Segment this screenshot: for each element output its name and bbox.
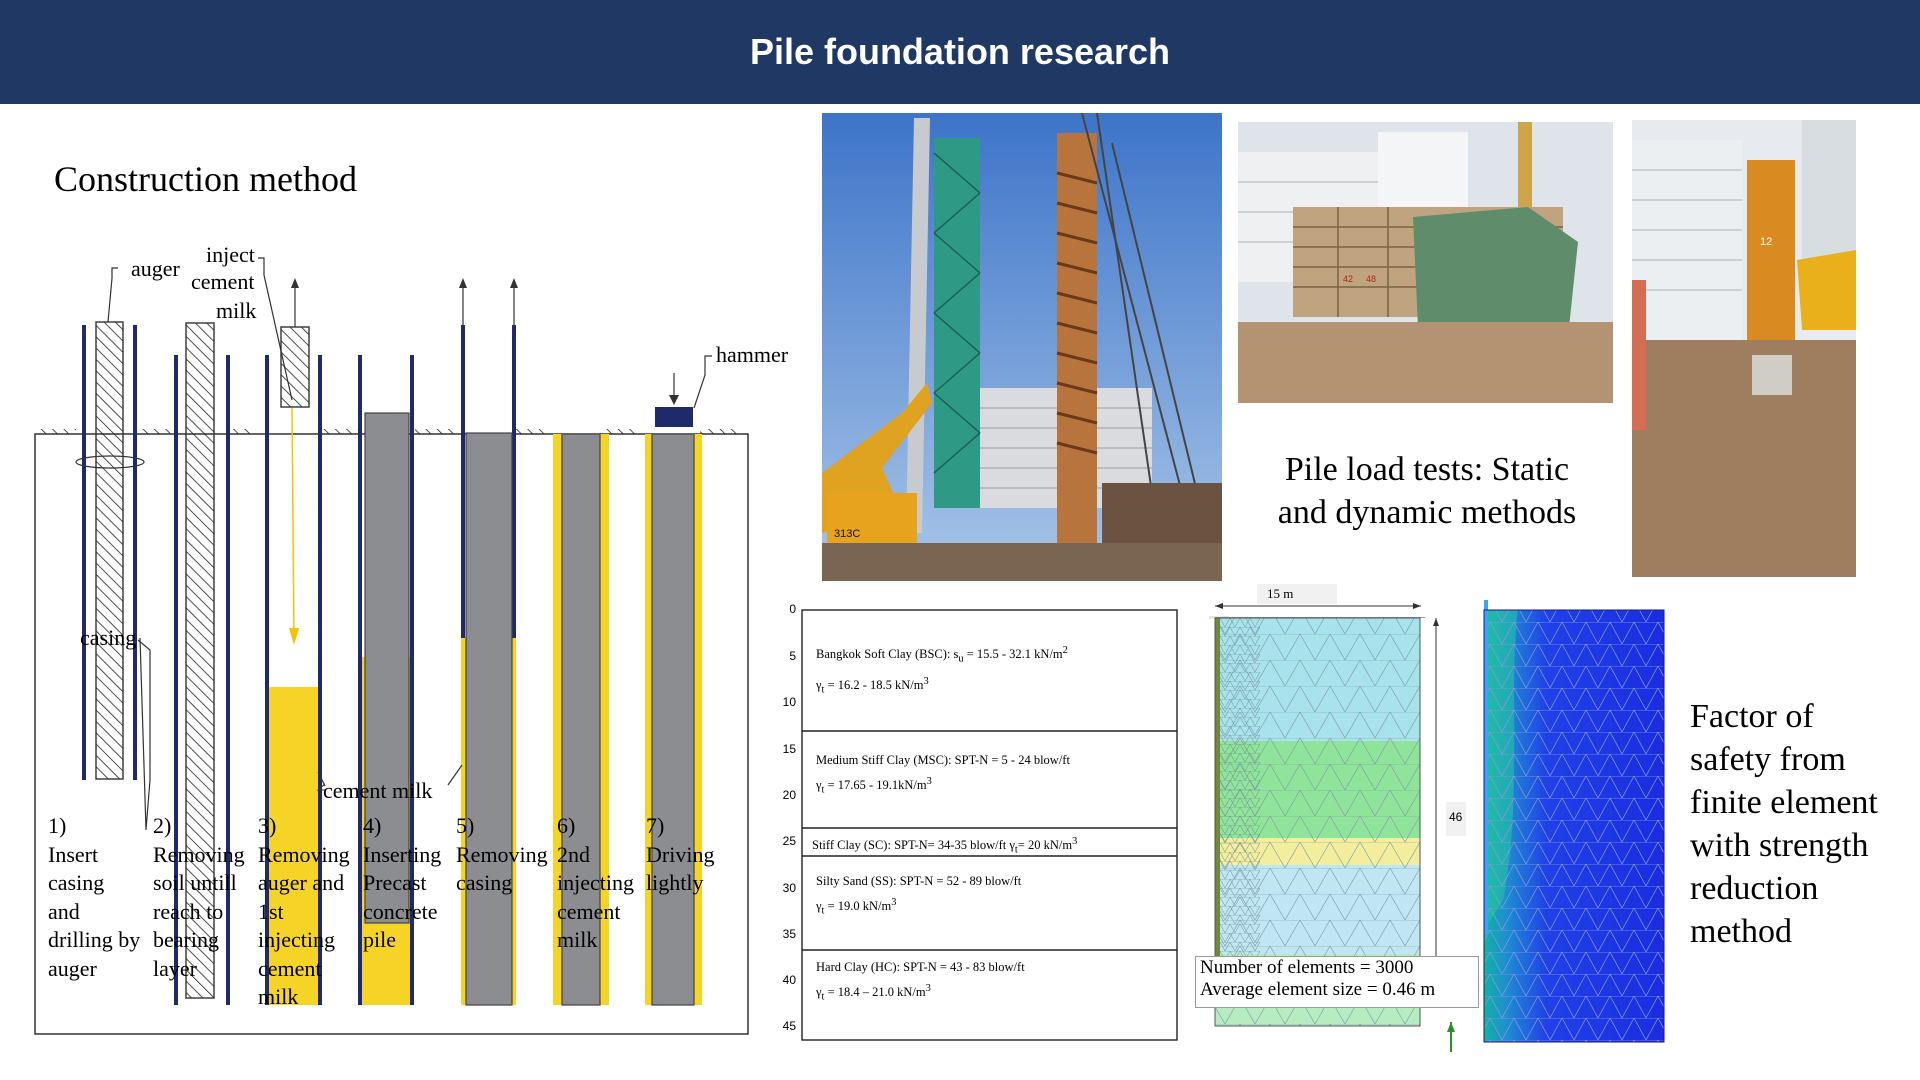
step-6-text: 6) 2nd injecting cement milk <box>557 813 634 952</box>
dynamic-load-test-photo: 12 <box>1632 120 1856 577</box>
casing-label: casing <box>80 625 137 650</box>
title-banner: Pile foundation research <box>0 0 1920 104</box>
fe-mesh-model: 15 m 46 Number of elements = 3000 Averag… <box>1195 582 1480 1052</box>
layer-msc-text: Medium Stiff Clay (MSC): SPT-N = 5 - 24 … <box>816 753 1070 796</box>
excavator-model-text: 313C <box>834 528 860 540</box>
factor-of-safety-caption: Factor of safety from finite element wit… <box>1690 698 1878 950</box>
inject-label-2: cement <box>191 269 255 294</box>
load-test-caption: Pile load tests: Static and dynamic meth… <box>1277 451 1577 531</box>
page-title: Pile foundation research <box>749 31 1171 72</box>
step1-graphic <box>75 267 151 831</box>
layer-hc-text: Hard Clay (HC): SPT-N = 43 - 83 blow/ft … <box>816 960 1025 1003</box>
step-4-text: 4) Inserting Precast concrete pile <box>363 813 442 952</box>
mesh-height-label: 46 <box>1449 810 1463 824</box>
step-2-text: 2) Removing soil untill reach to bearing laye… <box>153 813 245 981</box>
soil-profile: 0 5 10 15 20 25 30 35 40 45 Bangkok Soft… <box>770 598 1190 1044</box>
construction-diagram <box>34 257 749 1035</box>
step-1-text: 1) Insert casing and drilling by auger <box>48 813 141 981</box>
step7-graphic <box>645 355 712 1006</box>
step-7-text: 7) Driving lightly <box>646 813 715 895</box>
step4-graphic <box>316 355 414 1005</box>
strength-reduction-contour <box>1478 600 1670 1045</box>
mesh-size-text: Average element size = 0.46 m <box>1200 979 1436 1000</box>
layer-sc-text: Stiff Clay (SC): SPT-N= 34-35 blow/ft γt… <box>812 836 1078 856</box>
ground-hatch-marks <box>40 429 740 434</box>
step-3-text: 3) Removing auger and 1st injecting cement mil… <box>258 813 350 1009</box>
layer-ss-text: Silty Sand (SS): SPT-N = 52 - 89 blow/ft… <box>816 874 1022 917</box>
hammer-label: hammer <box>716 342 789 367</box>
leader-number-text: 12 <box>1760 236 1772 248</box>
step5-graphic <box>447 278 518 1006</box>
auger-label: auger <box>131 256 180 281</box>
step-5-text: 5) Removing casing <box>456 813 548 895</box>
load-block-number-2: 48 <box>1366 274 1376 284</box>
cement-milk-label: cement milk <box>323 778 433 803</box>
load-block-number-1: 42 <box>1343 274 1353 284</box>
inject-label-3: milk <box>216 298 257 323</box>
layer-bsc-text: Bangkok Soft Clay (BSC): su = 15.5 - 32.… <box>816 645 1068 696</box>
mesh-elements-text: Number of elements = 3000 <box>1200 957 1414 978</box>
step6-graphic <box>553 433 609 1006</box>
pile-driving-rig-photo: 313C <box>822 113 1222 581</box>
static-load-test-photo: 42 48 <box>1238 122 1613 403</box>
construction-method-title: Construction method <box>54 159 357 199</box>
step2-graphic <box>174 322 230 1005</box>
mesh-info-box: Number of elements = 3000 Average elemen… <box>1195 956 1479 1008</box>
inject-label-1: inject <box>206 242 255 267</box>
step3-graphic <box>258 257 322 1005</box>
mesh-width-label: 15 m <box>1267 586 1294 601</box>
